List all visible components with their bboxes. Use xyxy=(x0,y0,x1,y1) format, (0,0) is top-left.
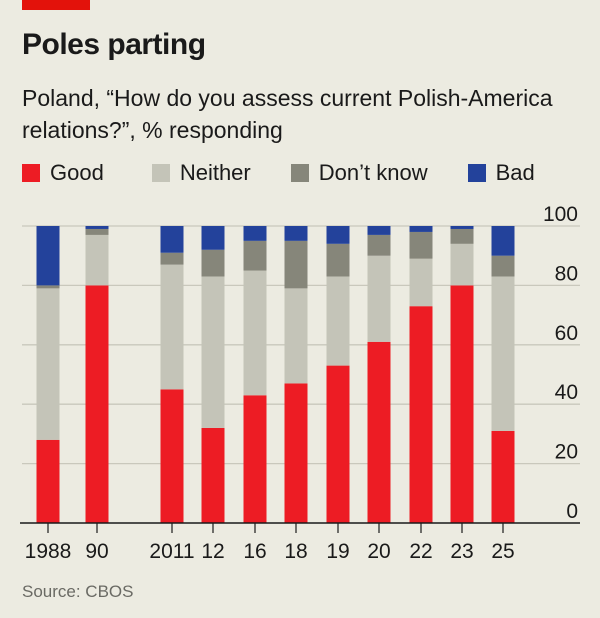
bar-segment-good xyxy=(367,341,391,523)
bar-segment-neither xyxy=(491,276,515,431)
legend-item: Don’t know xyxy=(290,160,428,186)
bar-segment-bad xyxy=(450,226,474,229)
bar-segment-don-t-know xyxy=(201,249,225,277)
bar-segment-neither xyxy=(409,258,433,307)
bar-segment-good xyxy=(201,427,225,523)
bar-segment-don-t-know xyxy=(491,255,515,277)
bar-segment-good xyxy=(85,285,109,523)
x-tick-label: 1988 xyxy=(25,540,72,563)
bar-segment-don-t-know xyxy=(243,240,267,271)
bar-segment-don-t-know xyxy=(450,228,474,244)
bar-segment-good xyxy=(450,285,474,523)
x-tick-label: 16 xyxy=(243,540,266,563)
bar-segment-bad xyxy=(491,226,515,256)
bar-segment-neither xyxy=(85,234,109,286)
bar-segment-don-t-know xyxy=(367,234,391,256)
bar-segment-neither xyxy=(201,276,225,428)
x-tick-label: 90 xyxy=(85,540,108,563)
bar-segment-don-t-know xyxy=(284,240,308,289)
bar-segment-don-t-know xyxy=(326,243,350,277)
legend-label: Bad xyxy=(495,160,535,185)
bar-segment-bad xyxy=(284,226,308,241)
chart-title: Poles parting xyxy=(22,28,206,61)
x-tick-label: 20 xyxy=(367,540,390,563)
y-tick-label: 80 xyxy=(555,262,578,285)
y-tick-label: 40 xyxy=(555,381,578,404)
bar-segment-good xyxy=(491,430,515,523)
bar-segment-neither xyxy=(36,288,60,440)
legend-label: Don’t know xyxy=(318,160,428,185)
x-tick-label: 19 xyxy=(326,540,349,563)
bar-segment-bad xyxy=(243,226,267,241)
legend-label: Good xyxy=(50,160,104,185)
x-tick-label: 25 xyxy=(491,540,514,563)
legend-item: Bad xyxy=(467,160,535,186)
x-tick-label: 2011 xyxy=(149,540,194,563)
bar-segment-bad xyxy=(367,226,391,235)
legend-swatch xyxy=(22,164,40,182)
bar-segment-neither xyxy=(326,276,350,366)
source-note: Source: CBOS xyxy=(22,582,134,601)
brand-bar xyxy=(22,0,90,10)
bar-segment-neither xyxy=(160,264,184,390)
bar-segment-neither xyxy=(450,243,474,286)
bar-segment-good xyxy=(284,383,308,523)
bar-segment-good xyxy=(160,389,184,523)
bar-segment-don-t-know xyxy=(409,231,433,259)
bar-segment-bad xyxy=(36,226,60,286)
x-tick-label: 23 xyxy=(450,540,473,563)
bar-segment-good xyxy=(409,306,433,523)
y-tick-label: 100 xyxy=(543,203,578,226)
bar-segment-don-t-know xyxy=(160,252,184,265)
y-tick-label: 0 xyxy=(566,500,578,523)
x-tick-label: 18 xyxy=(284,540,307,563)
bar-segment-don-t-know xyxy=(85,228,109,235)
legend-item: Good xyxy=(22,160,104,186)
legend-swatch xyxy=(151,164,170,182)
y-tick-label: 60 xyxy=(555,322,578,345)
bar-segment-bad xyxy=(409,226,433,232)
legend-item: Neither xyxy=(151,160,251,186)
bar-segment-neither xyxy=(243,270,267,396)
x-tick-label: 22 xyxy=(409,540,432,563)
x-tick-label: 12 xyxy=(201,540,224,563)
y-tick-label: 20 xyxy=(555,441,578,464)
bar-segment-neither xyxy=(284,288,308,384)
legend: Good Neither Don’t know Bad xyxy=(22,160,535,186)
bar-segment-neither xyxy=(367,255,391,342)
bar-segment-bad xyxy=(326,226,350,244)
bar-segment-bad xyxy=(160,226,184,253)
legend-swatch xyxy=(467,164,486,182)
bar-segment-good xyxy=(243,395,267,523)
bar-segment-bad xyxy=(201,226,225,250)
legend-label: Neither xyxy=(179,160,251,185)
legend-swatch xyxy=(290,164,309,182)
bar-segment-good xyxy=(326,365,350,523)
bar-segment-don-t-know xyxy=(36,285,60,289)
bar-segment-good xyxy=(36,439,60,523)
bar-segment-bad xyxy=(85,226,109,229)
chart-subtitle: Poland, “How do you assess current Polis… xyxy=(22,85,553,143)
